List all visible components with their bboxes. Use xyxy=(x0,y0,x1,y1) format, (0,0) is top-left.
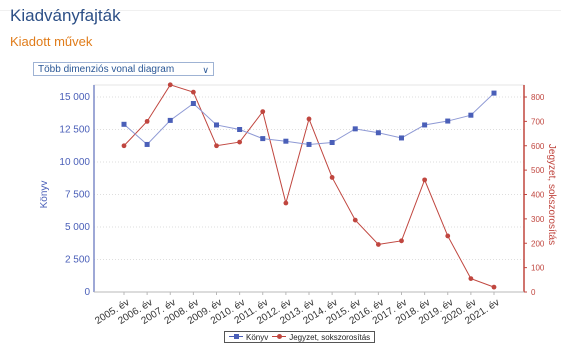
legend-item-series1: Könyv xyxy=(229,333,268,342)
data-point-jegyzet xyxy=(352,217,358,223)
data-point-konyv xyxy=(144,141,150,147)
data-point-konyv xyxy=(237,127,243,132)
data-point-konyv xyxy=(399,135,404,141)
y2-tick-label: 800 xyxy=(531,93,545,102)
y2-tick-label: 400 xyxy=(531,191,545,200)
data-point-konyv xyxy=(445,118,451,124)
data-point-konyv xyxy=(214,122,219,128)
data-point-jegyzet xyxy=(375,242,381,247)
data-point-konyv xyxy=(283,138,289,144)
chart-type-select-value: Több dimenziós vonal diagram xyxy=(38,64,175,75)
data-point-jegyzet xyxy=(167,82,173,88)
data-point-konyv xyxy=(491,90,497,96)
data-point-jegyzet xyxy=(399,238,404,244)
data-point-jegyzet xyxy=(190,89,196,95)
data-point-jegyzet xyxy=(283,200,289,206)
y2-tick-label: 300 xyxy=(531,215,545,224)
page-title: Kiadványfajták xyxy=(10,6,121,25)
data-point-jegyzet xyxy=(306,116,312,122)
y-tick-label: 12 500 xyxy=(59,125,90,136)
legend-swatch-series1 xyxy=(229,334,243,340)
data-point-konyv xyxy=(190,101,196,106)
legend-item-series2: Jegyzet, sokszorosítás xyxy=(272,333,370,342)
data-point-jegyzet xyxy=(144,118,150,124)
y-axis-title: Könyv xyxy=(39,181,50,209)
y-tick-label: 15 000 xyxy=(59,92,90,103)
y2-tick-label: 500 xyxy=(531,166,545,175)
page-subtitle: Kiadott művek xyxy=(10,34,93,49)
y-tick-label: 0 xyxy=(84,287,90,298)
data-point-jegyzet xyxy=(329,175,335,180)
data-point-konyv xyxy=(329,140,335,145)
y-tick-label: 5 000 xyxy=(65,222,90,233)
data-point-konyv xyxy=(468,112,474,118)
y2-tick-label: 0 xyxy=(531,288,536,297)
data-point-konyv xyxy=(260,136,266,142)
plot-area xyxy=(93,84,525,293)
data-point-jegyzet xyxy=(491,284,497,290)
chart-type-select[interactable]: Több dimenziós vonal diagram ∨ xyxy=(33,62,214,76)
legend-label-series1: Könyv xyxy=(246,332,269,342)
data-point-jegyzet xyxy=(121,143,127,149)
data-point-jegyzet xyxy=(260,109,266,115)
data-point-konyv xyxy=(121,121,127,127)
y2-tick-label: 600 xyxy=(531,142,545,151)
y-tick-label: 2 500 xyxy=(65,255,90,266)
y2-axis-title: Jegyzet, sokszorosítás xyxy=(546,144,557,245)
chart-legend: Könyv Jegyzet, sokszorosítás xyxy=(224,331,376,343)
y-tick-label: 10 000 xyxy=(59,157,90,168)
data-point-konyv xyxy=(167,117,173,123)
data-point-jegyzet xyxy=(422,177,428,183)
top-divider xyxy=(0,10,561,11)
y2-tick-label: 100 xyxy=(531,264,545,273)
data-point-jegyzet xyxy=(237,139,243,145)
data-point-jegyzet xyxy=(445,233,451,239)
data-point-jegyzet xyxy=(214,143,219,149)
y-tick-label: 7 500 xyxy=(65,190,90,201)
data-point-konyv xyxy=(352,126,358,132)
data-point-konyv xyxy=(306,141,312,147)
data-point-konyv xyxy=(375,130,381,136)
series-line-jegyzet xyxy=(123,84,495,288)
legend-label-series2: Jegyzet, sokszorosítás xyxy=(289,332,371,342)
chevron-down-icon: ∨ xyxy=(202,65,209,75)
legend-swatch-series2 xyxy=(272,334,287,340)
data-point-jegyzet xyxy=(468,276,474,281)
y2-tick-label: 700 xyxy=(531,117,545,126)
y2-tick-label: 200 xyxy=(531,239,545,248)
data-point-konyv xyxy=(422,122,428,128)
